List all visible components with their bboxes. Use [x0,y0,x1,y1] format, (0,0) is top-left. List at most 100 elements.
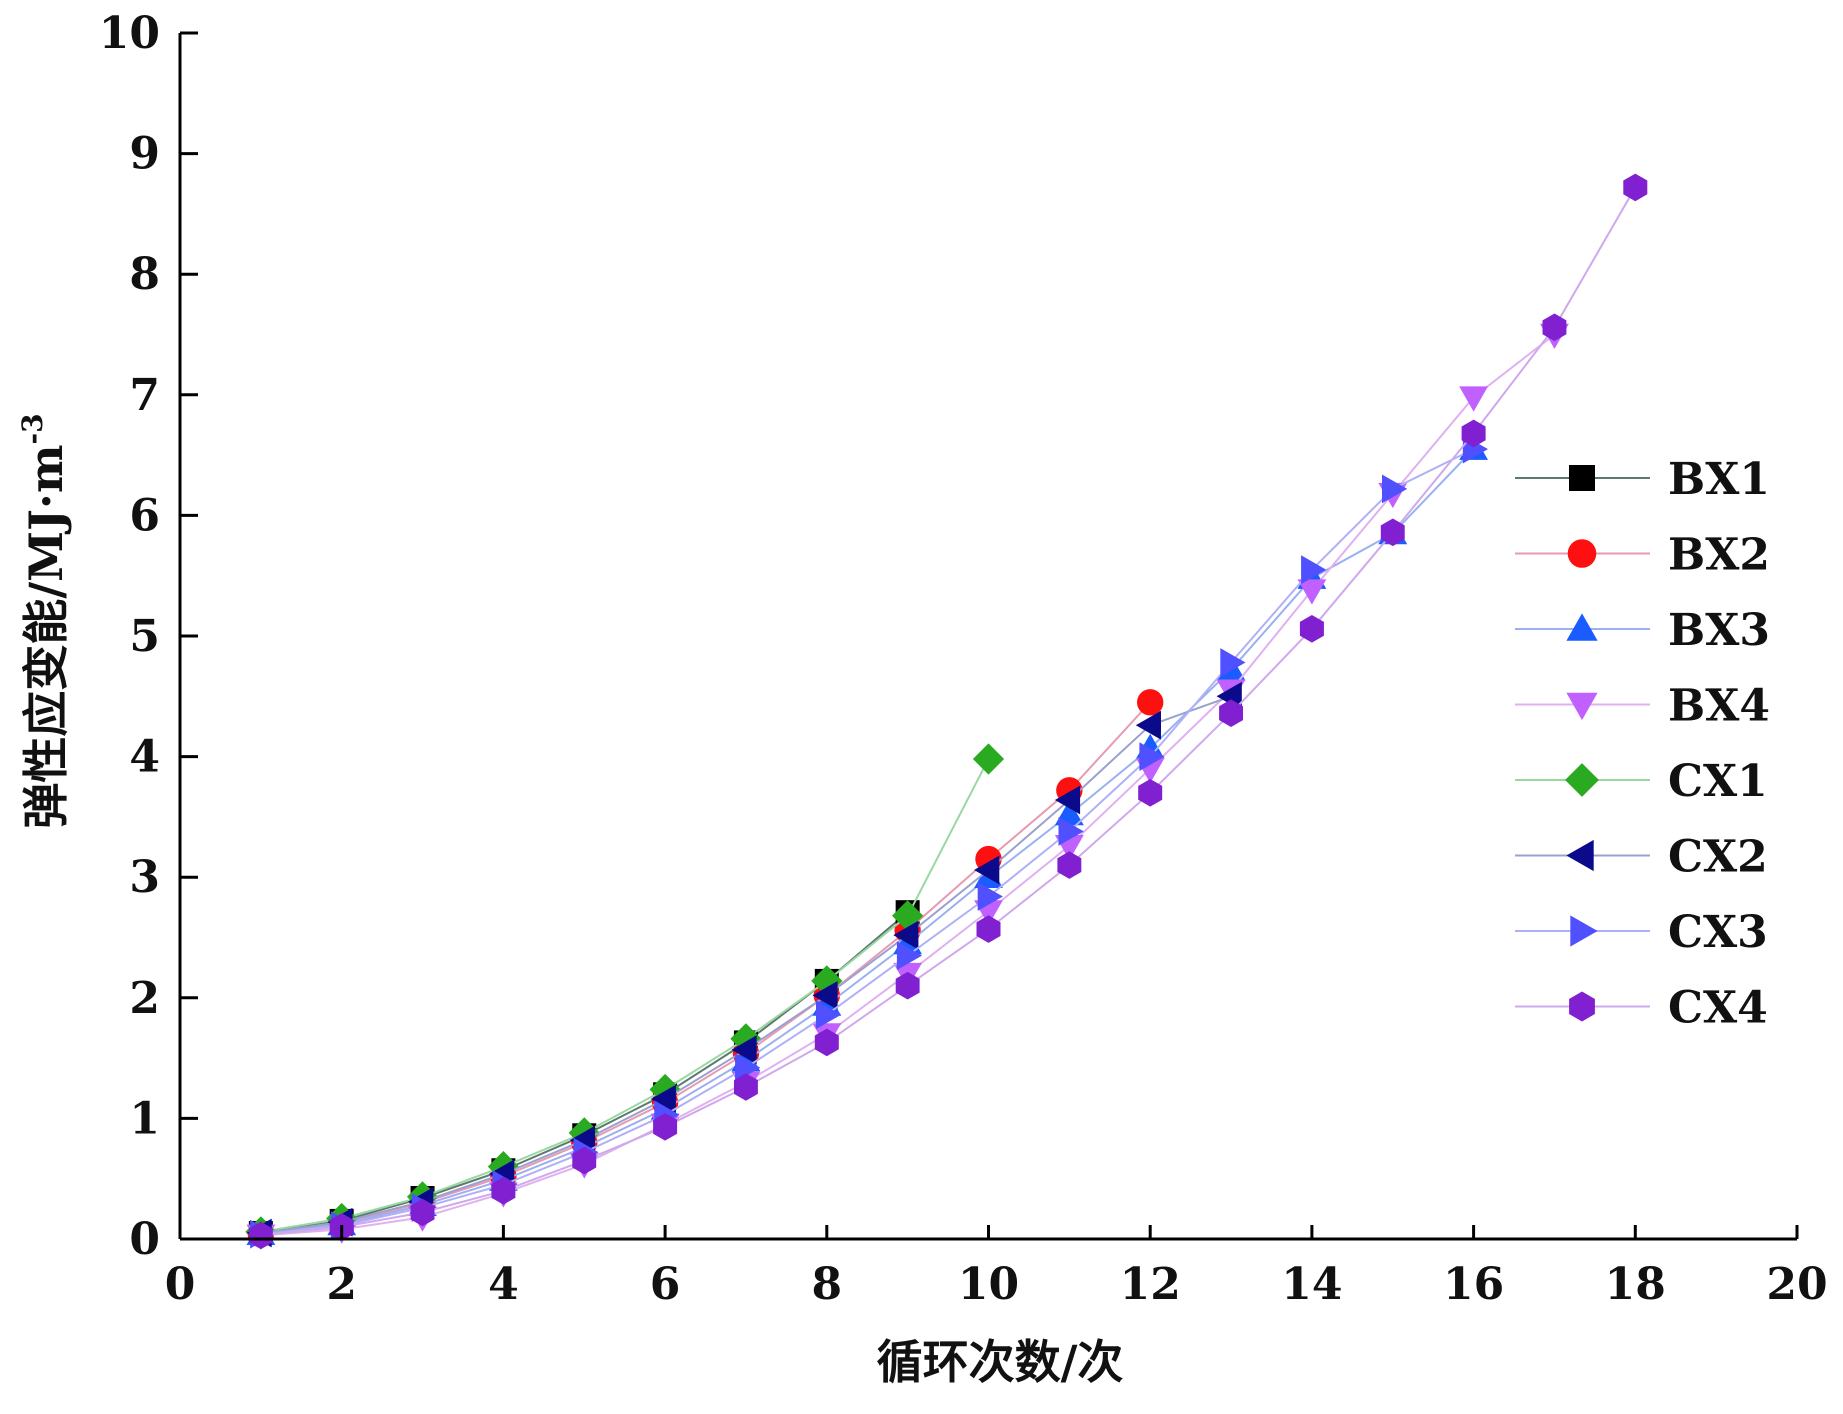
legend-item-bx4: BX4 [1515,681,1770,732]
y-tick-label: 9 [129,129,160,180]
y-tick-label: 7 [129,370,160,421]
data-point-cx4 [1461,419,1486,448]
series-line-bx3 [260,448,1475,1236]
legend-marker-cx3 [1570,915,1598,947]
data-point-cx3 [1382,474,1408,504]
x-tick-label: 20 [1766,1259,1827,1310]
x-tick-label: 14 [1281,1259,1342,1310]
legend-item-cx2: CX2 [1515,832,1768,883]
series-line-cx1 [260,758,990,1233]
legend-label-cx1: CX1 [1668,756,1768,807]
data-point-cx2 [1054,785,1081,815]
y-tick-label: 2 [129,973,160,1024]
legend-item-cx3: CX3 [1515,907,1768,958]
legend-item-bx2: BX2 [1515,530,1770,581]
series-line-bx1 [260,911,909,1234]
legend: BX1 BX2 BX3 BX4 CX1 CX2 CX3 CX4 [1515,454,1770,1034]
y-tick-label: 0 [129,1214,160,1265]
legend-label-bx1: BX1 [1668,454,1770,505]
legend-marker-cx4 [1569,991,1595,1022]
series-cx2 [246,681,1242,1248]
data-point-cx3 [1301,555,1327,585]
data-point-cx1 [892,900,924,932]
series-line-cx3 [260,448,1475,1236]
x-tick-label: 10 [958,1259,1019,1310]
data-point-cx3 [816,1000,842,1030]
data-point-cx4 [1057,851,1082,879]
legend-marker-bx2 [1567,539,1597,568]
data-point-cx1 [811,965,843,997]
legend-marker-bx1 [1569,465,1595,491]
legend-label-bx3: BX3 [1668,605,1770,656]
data-point-bx4 [1459,386,1488,412]
legend-item-bx1: BX1 [1515,454,1770,505]
data-point-cx2 [1135,710,1161,740]
series-bx4 [246,323,1569,1250]
data-point-cx3 [1058,817,1084,846]
x-tick-label: 2 [326,1259,357,1310]
y-tick-label: 5 [129,611,160,662]
data-point-cx4 [248,1221,273,1250]
data-point-cx2 [812,981,838,1010]
series-bx1 [248,900,920,1245]
legend-label-cx2: CX2 [1668,832,1768,883]
data-point-cx2 [893,920,919,950]
x-tick-label: 8 [811,1259,842,1310]
data-point-cx4 [410,1198,435,1227]
series-bx2 [247,689,1164,1248]
legend-item-cx1: CX1 [1515,756,1768,807]
legend-label-bx4: BX4 [1668,681,1770,732]
data-point-cx4 [1138,779,1163,807]
data-point-cx4 [572,1146,597,1175]
legend-marker-bx3 [1566,613,1598,641]
data-point-bx2 [1137,689,1164,716]
series-layer [245,173,1648,1250]
data-point-cx4 [976,915,1001,943]
y-tick-label: 4 [129,732,160,783]
data-point-cx3 [1220,648,1246,677]
data-point-cx3 [977,882,1003,911]
legend-item-bx3: BX3 [1515,605,1770,656]
x-tick-label: 16 [1443,1259,1504,1310]
series-line-bx4 [260,333,1556,1237]
data-point-cx4 [734,1073,758,1101]
data-point-cx2 [731,1035,757,1065]
legend-marker-cx2 [1566,839,1594,872]
series-cx1 [245,743,1005,1248]
data-point-cx4 [1380,518,1405,547]
data-point-bx4 [1297,579,1327,605]
y-tick-label: 10 [99,8,160,59]
y-tick-label: 6 [129,490,160,541]
x-tick-label: 6 [650,1259,681,1310]
data-point-cx2 [974,855,1000,885]
legend-label-bx2: BX2 [1668,530,1770,581]
series-cx4 [248,173,1648,1250]
series-line-cx2 [260,695,1232,1234]
data-point-cx3 [735,1053,761,1083]
legend-label-cx4: CX4 [1668,983,1768,1034]
data-point-cx4 [1542,313,1567,342]
x-tick-label: 0 [165,1259,196,1310]
data-point-cx4 [1623,173,1648,202]
x-tick-label: 4 [488,1259,519,1310]
data-point-cx4 [814,1028,839,1057]
data-point-cx4 [1219,699,1243,727]
series-line-bx2 [260,701,1151,1236]
x-axis-title: 循环次数/次 [877,1335,1124,1389]
y-axis-title-exponent: -3 [16,413,49,444]
data-point-cx4 [491,1177,516,1205]
data-point-cx3 [1139,742,1165,771]
legend-marker-cx1 [1565,763,1599,797]
data-point-cx2 [650,1084,676,1114]
y-axis-title: 弹性应变能/MJ·m-3 [16,413,73,828]
legend-item-cx4: CX4 [1515,983,1768,1034]
legend-marker-bx4 [1566,692,1598,721]
legend-label-cx3: CX3 [1668,907,1768,958]
y-tick-label: 1 [129,1093,160,1144]
x-tick-label: 18 [1605,1259,1666,1310]
y-tick-label: 8 [129,249,160,300]
data-point-cx4 [653,1113,678,1141]
